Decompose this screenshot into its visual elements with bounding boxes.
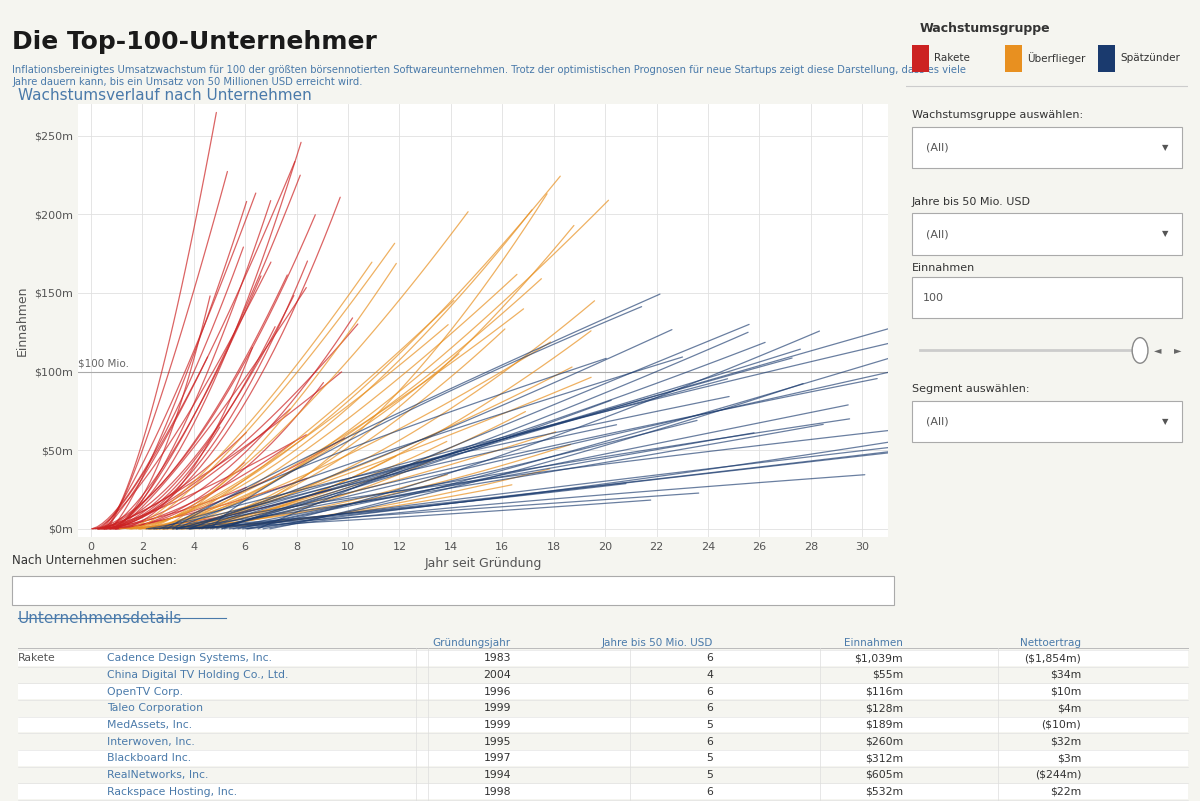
- FancyBboxPatch shape: [912, 213, 1182, 255]
- Text: $532m: $532m: [865, 787, 904, 797]
- Text: Wachstumsgruppe: Wachstumsgruppe: [920, 22, 1051, 34]
- Text: Cadence Design Systems, Inc.: Cadence Design Systems, Inc.: [107, 654, 272, 663]
- Text: 1994: 1994: [484, 770, 511, 780]
- Text: (All): (All): [925, 229, 948, 239]
- Text: ▼: ▼: [1162, 417, 1169, 425]
- Text: Jahre bis 50 Mio. USD: Jahre bis 50 Mio. USD: [912, 196, 1031, 207]
- Text: Einnahmen: Einnahmen: [844, 638, 904, 648]
- Text: 5: 5: [706, 753, 713, 763]
- FancyBboxPatch shape: [912, 400, 1182, 441]
- Text: 2004: 2004: [484, 670, 511, 680]
- Y-axis label: Einnahmen: Einnahmen: [16, 285, 29, 356]
- Text: Überflieger: Überflieger: [1027, 52, 1086, 64]
- Text: Spätzünder: Spätzünder: [1121, 53, 1180, 63]
- Text: 6: 6: [706, 686, 713, 697]
- Text: OpenTV Corp.: OpenTV Corp.: [107, 686, 184, 697]
- Text: ($244m): ($244m): [1034, 770, 1081, 780]
- Text: $312m: $312m: [865, 753, 904, 763]
- Text: $4m: $4m: [1057, 703, 1081, 713]
- FancyBboxPatch shape: [18, 717, 1188, 732]
- Text: ($1,854m): ($1,854m): [1025, 654, 1081, 663]
- FancyBboxPatch shape: [12, 576, 894, 605]
- Text: Blackboard Inc.: Blackboard Inc.: [107, 753, 191, 763]
- Text: Unternehmensdetails: Unternehmensdetails: [18, 610, 182, 626]
- Text: 6: 6: [706, 737, 713, 747]
- Text: 1983: 1983: [484, 654, 511, 663]
- Text: Wachstumsverlauf nach Unternehmen: Wachstumsverlauf nach Unternehmen: [18, 88, 312, 103]
- FancyBboxPatch shape: [1004, 45, 1021, 72]
- Text: 1997: 1997: [484, 753, 511, 763]
- Text: ►: ►: [1174, 345, 1182, 356]
- Text: Segment auswählen:: Segment auswählen:: [912, 384, 1030, 394]
- Text: $3m: $3m: [1057, 753, 1081, 763]
- Text: Rackspace Hosting, Inc.: Rackspace Hosting, Inc.: [107, 787, 238, 797]
- Text: Einnahmen: Einnahmen: [912, 263, 974, 273]
- Text: 100: 100: [923, 293, 944, 303]
- Text: $32m: $32m: [1050, 737, 1081, 747]
- FancyBboxPatch shape: [912, 277, 1182, 319]
- Text: 5: 5: [706, 770, 713, 780]
- FancyBboxPatch shape: [912, 45, 929, 72]
- Text: $260m: $260m: [865, 737, 904, 747]
- Text: 6: 6: [706, 703, 713, 713]
- Text: MedAssets, Inc.: MedAssets, Inc.: [107, 720, 192, 730]
- Text: $189m: $189m: [865, 720, 904, 730]
- Text: Wachstumsgruppe auswählen:: Wachstumsgruppe auswählen:: [912, 110, 1082, 120]
- Text: Jahre bis 50 Mio. USD: Jahre bis 50 Mio. USD: [601, 638, 713, 648]
- Text: 5: 5: [706, 720, 713, 730]
- Text: ◄: ◄: [1154, 345, 1162, 356]
- Text: Nettoertrag: Nettoertrag: [1020, 638, 1081, 648]
- Text: 1998: 1998: [484, 787, 511, 797]
- Text: $100 Mio.: $100 Mio.: [78, 358, 130, 368]
- Text: (All): (All): [925, 417, 948, 426]
- Text: RealNetworks, Inc.: RealNetworks, Inc.: [107, 770, 209, 780]
- FancyBboxPatch shape: [18, 700, 1188, 716]
- Text: 4: 4: [706, 670, 713, 680]
- Circle shape: [1132, 338, 1148, 363]
- FancyBboxPatch shape: [18, 734, 1188, 749]
- Text: 1999: 1999: [484, 703, 511, 713]
- FancyBboxPatch shape: [18, 684, 1188, 699]
- FancyBboxPatch shape: [18, 751, 1188, 766]
- Text: 1999: 1999: [484, 720, 511, 730]
- Text: Rakete: Rakete: [18, 654, 55, 663]
- Text: 1995: 1995: [484, 737, 511, 747]
- Text: $10m: $10m: [1050, 686, 1081, 697]
- Text: Inflationsbereinigtes Umsatzwachstum für 100 der größten börsennotierten Softwar: Inflationsbereinigtes Umsatzwachstum für…: [12, 66, 966, 87]
- Text: 6: 6: [706, 654, 713, 663]
- Text: Die Top-100-Unternehmer: Die Top-100-Unternehmer: [12, 30, 377, 54]
- Text: Taleo Corporation: Taleo Corporation: [107, 703, 203, 713]
- Text: China Digital TV Holding Co., Ltd.: China Digital TV Holding Co., Ltd.: [107, 670, 288, 680]
- Text: ($10m): ($10m): [1042, 720, 1081, 730]
- Text: 1996: 1996: [484, 686, 511, 697]
- Text: Nach Unternehmen suchen:: Nach Unternehmen suchen:: [12, 553, 176, 566]
- Text: Gründungsjahr: Gründungsjahr: [433, 638, 511, 648]
- Text: Rakete: Rakete: [935, 53, 970, 63]
- Text: $116m: $116m: [865, 686, 904, 697]
- Text: ▼: ▼: [1162, 143, 1169, 151]
- Text: ▼: ▼: [1162, 230, 1169, 239]
- FancyBboxPatch shape: [1098, 45, 1115, 72]
- Text: $55m: $55m: [871, 670, 904, 680]
- Text: 6: 6: [706, 787, 713, 797]
- FancyBboxPatch shape: [18, 767, 1188, 783]
- Text: $1,039m: $1,039m: [854, 654, 904, 663]
- Text: (All): (All): [925, 143, 948, 152]
- Text: Interwoven, Inc.: Interwoven, Inc.: [107, 737, 194, 747]
- FancyBboxPatch shape: [18, 784, 1188, 799]
- FancyBboxPatch shape: [912, 127, 1182, 167]
- FancyBboxPatch shape: [906, 91, 1188, 465]
- Text: $22m: $22m: [1050, 787, 1081, 797]
- X-axis label: Jahr seit Gründung: Jahr seit Gründung: [425, 557, 541, 570]
- Text: $605m: $605m: [865, 770, 904, 780]
- FancyBboxPatch shape: [18, 667, 1188, 682]
- Text: $128m: $128m: [865, 703, 904, 713]
- FancyBboxPatch shape: [18, 650, 1188, 666]
- Text: $34m: $34m: [1050, 670, 1081, 680]
